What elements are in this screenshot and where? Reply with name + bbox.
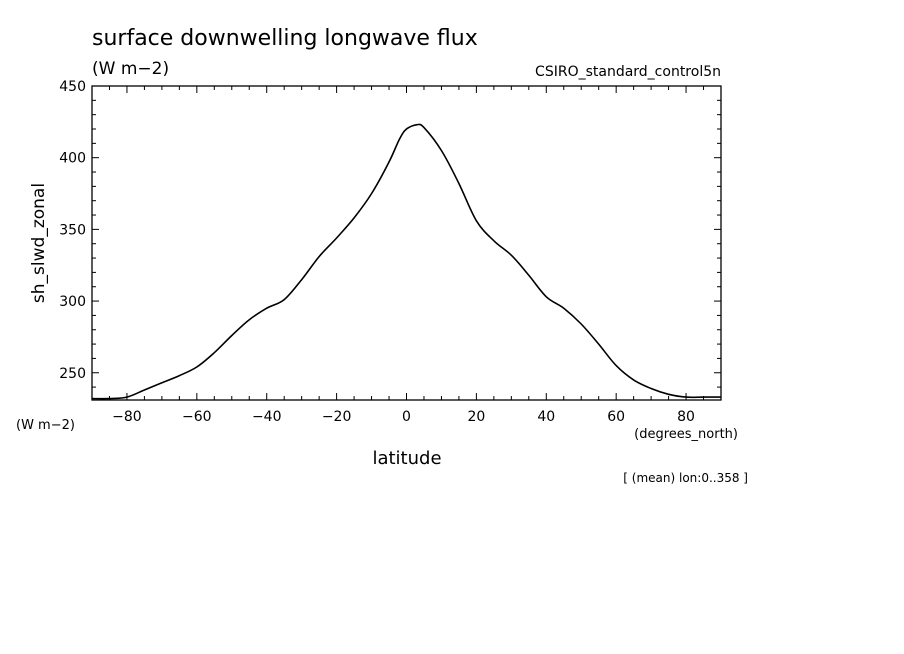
y-axis-label: sh_slwd_zonal [29, 183, 49, 303]
y-tick-labels: 250 300 350 400 450 [59, 79, 86, 382]
y-axis-units: (W m−2) [16, 418, 75, 433]
y-tick-label: 300 [59, 294, 86, 310]
chart-units: (W m−2) [92, 59, 169, 79]
x-tick-label: 0 [402, 409, 411, 425]
plot-frame [91, 85, 722, 401]
x-axis-units: (degrees_north) [634, 427, 738, 442]
chart-title: surface downwelling longwave flux [92, 26, 478, 51]
x-axis-label: latitude [372, 448, 441, 469]
x-tick-label: −20 [322, 409, 352, 425]
x-tick-label: −60 [182, 409, 212, 425]
chart-source: CSIRO_standard_control5n [535, 64, 721, 80]
x-tick-label: 80 [677, 409, 695, 425]
y-tick-label: 450 [59, 79, 86, 95]
y-tick-label: 250 [59, 366, 86, 382]
x-tick-label: 40 [537, 409, 555, 425]
axis-ticks [91, 85, 722, 400]
x-tick-label: 60 [607, 409, 625, 425]
chart-footnote: [ (mean) lon:0..358 ] [623, 471, 748, 485]
series-line [91, 123, 721, 400]
x-tick-label: −40 [252, 409, 282, 425]
x-tick-label: −80 [112, 409, 142, 425]
x-tick-labels: −80 −60 −40 −20 0 20 40 60 80 [112, 409, 695, 425]
y-tick-label: 400 [59, 151, 86, 167]
x-tick-label: 20 [467, 409, 485, 425]
y-tick-label: 350 [59, 222, 86, 238]
